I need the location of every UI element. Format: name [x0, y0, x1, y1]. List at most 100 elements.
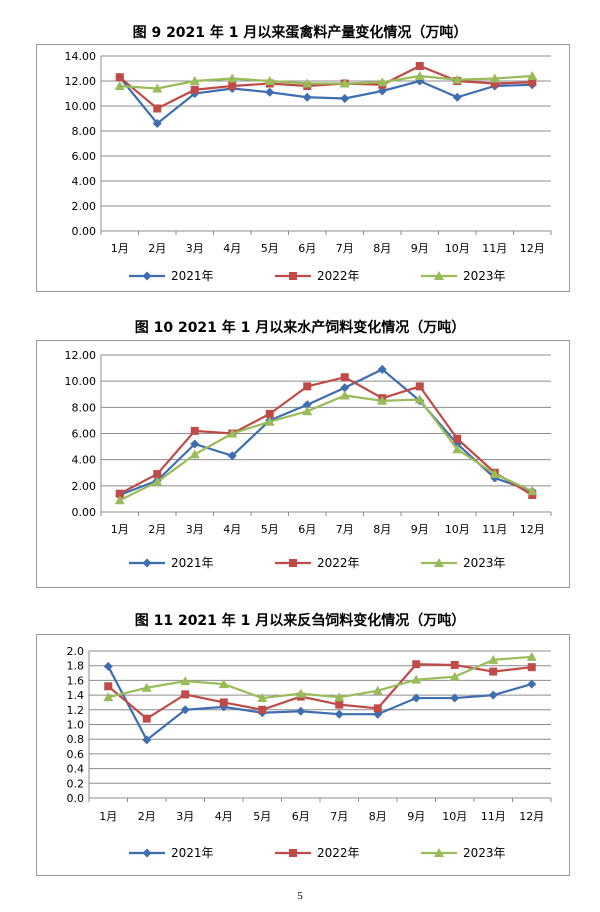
- x-tick-label: 12月: [519, 810, 544, 823]
- data-point: [412, 660, 421, 669]
- data-point: [142, 714, 151, 723]
- x-tick-label: 4月: [223, 523, 241, 536]
- data-point: [152, 83, 163, 93]
- data-point: [488, 690, 498, 700]
- x-tick-label: 11月: [481, 810, 506, 823]
- legend-label: 2021年: [171, 556, 214, 570]
- legend-marker: [142, 558, 152, 568]
- data-point: [414, 394, 425, 404]
- series-line: [118, 76, 533, 126]
- data-point: [103, 692, 114, 702]
- data-point: [302, 400, 312, 410]
- gridlines: 0.0 0.20.4 0.6 0.81.0 1.2 1.4 1.61.8 2.0: [67, 645, 551, 805]
- chart-panel-fig9: 0.00 2.00 4.00 6.00 8.00 10.00 12.00 14.00 1月 2月 3…: [36, 44, 570, 292]
- chart-title-fig10: 图 10 2021 年 1 月以来水产饲料变化情况（万吨）: [134, 320, 466, 336]
- data-point: [302, 92, 312, 102]
- legend-label: 2021年: [171, 269, 214, 283]
- x-tick-label: 10月: [442, 810, 467, 823]
- legend-marker: [289, 559, 297, 567]
- y-tick-label: 0.8: [67, 733, 85, 746]
- y-tick-label: 1.4: [67, 689, 85, 702]
- chart-title-fig9: 图 9 2021 年 1 月以来蛋禽料产量变化情况（万吨）: [132, 25, 468, 41]
- legend-entry: 2023年: [421, 556, 506, 570]
- data-point: [114, 81, 125, 90]
- x-tick-label: 7月: [336, 523, 354, 536]
- legend-entry: 2023年: [421, 846, 506, 860]
- data-point: [103, 661, 113, 671]
- gridlines: 0.00 2.00 4.00 6.00 8.00 10.00 12.00 14.00: [65, 50, 551, 238]
- x-tick-label: 7月: [336, 242, 354, 255]
- data-point: [340, 383, 350, 393]
- x-tick-label: 10月: [445, 523, 470, 536]
- legend-marker: [434, 271, 444, 280]
- data-point: [180, 676, 191, 686]
- y-tick-label: 0.6: [67, 748, 85, 761]
- x-tick-label: 6月: [292, 810, 310, 823]
- series-line: [119, 376, 533, 496]
- data-point: [339, 390, 350, 400]
- series-2021年: [103, 661, 537, 745]
- legend-marker: [289, 272, 297, 280]
- x-tick-label: 3月: [186, 242, 204, 255]
- y-tick-label: 0.00: [72, 506, 97, 519]
- legend-label: 2023年: [463, 556, 506, 570]
- y-tick-label: 10.00: [65, 375, 97, 388]
- data-point: [450, 693, 460, 703]
- data-point: [264, 416, 275, 426]
- x-tick-label: 2月: [148, 523, 166, 536]
- legend-label: 2023年: [463, 846, 506, 860]
- line-chart-ruminant-feed: 0.0 0.20.4 0.6 0.81.0 1.2 1.4 1.61.8 2.0 1月 2月 3月 4…: [67, 645, 552, 860]
- x-tick-label: 11月: [482, 242, 507, 255]
- data-point: [526, 651, 537, 661]
- series-2023年: [114, 390, 538, 505]
- series-line: [107, 665, 533, 742]
- data-point: [264, 76, 275, 85]
- data-point: [452, 444, 463, 454]
- x-tick-label: 5月: [253, 810, 271, 823]
- data-point: [340, 94, 350, 103]
- y-tick-label: 0.4: [67, 763, 85, 776]
- data-point: [489, 469, 500, 479]
- data-point: [340, 373, 349, 382]
- legend-entry: 2022年: [275, 269, 360, 283]
- data-point: [219, 702, 229, 712]
- x-tick-label: 4月: [223, 242, 241, 255]
- series-line: [119, 64, 533, 110]
- y-tick-label: 2.0: [67, 645, 85, 658]
- x-tick-label: 2月: [148, 242, 166, 255]
- chart-panel-fig10: 0.00 2.00 4.00 6.00 8.00 10.00 12.00 1月 2月 3月 4月 5月…: [36, 340, 570, 588]
- data-point: [227, 73, 238, 83]
- y-tick-label: 2.00: [72, 480, 97, 493]
- data-point: [189, 76, 200, 85]
- data-point: [218, 679, 229, 689]
- x-tick-label: 1月: [99, 810, 117, 823]
- y-tick-label: 1.2: [67, 704, 85, 717]
- data-point: [115, 73, 124, 82]
- data-point: [189, 449, 200, 459]
- x-tick-label: 3月: [176, 810, 194, 823]
- data-point: [114, 495, 125, 505]
- legend-marker: [434, 848, 444, 857]
- data-point: [527, 663, 536, 672]
- x-tick-label: 7月: [330, 810, 348, 823]
- data-point: [228, 82, 237, 90]
- data-point: [152, 476, 163, 486]
- legend-marker: [289, 849, 297, 857]
- data-point: [373, 704, 382, 713]
- series-2023年: [103, 651, 537, 703]
- data-point: [227, 428, 238, 438]
- data-point: [377, 77, 388, 87]
- line-chart-egg-poultry-feed: 0.00 2.00 4.00 6.00 8.00 10.00 12.00 14.00 1月 2月 3…: [65, 50, 552, 283]
- data-point: [411, 674, 422, 684]
- x-tick-label: 1月: [111, 523, 129, 536]
- y-tick-label: 1.0: [67, 719, 85, 732]
- x-tick-label: 9月: [407, 810, 425, 823]
- x-tick-label: 4月: [215, 810, 233, 823]
- data-point: [449, 671, 460, 681]
- series-line: [107, 655, 532, 700]
- x-tick-label: 9月: [411, 242, 429, 255]
- data-point: [488, 654, 499, 664]
- data-point: [527, 679, 537, 689]
- legend-label: 2021年: [171, 846, 214, 860]
- page-number: 5: [297, 890, 303, 902]
